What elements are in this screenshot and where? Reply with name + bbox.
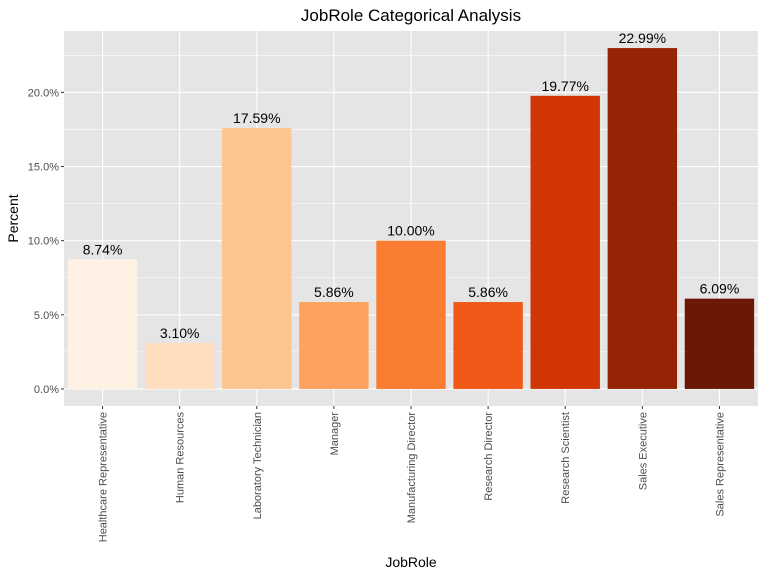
bar-value-label: 5.86% [314, 284, 354, 300]
x-tick-label: Human Resources [175, 412, 187, 504]
bar-value-label: 22.99% [619, 30, 666, 46]
bar [144, 342, 215, 389]
bar [607, 48, 678, 389]
bar [530, 95, 600, 389]
bar [67, 259, 138, 389]
bar [453, 302, 523, 389]
x-tick-label: Sales Representative [714, 412, 726, 517]
bars [67, 48, 755, 389]
y-tick-label: 20.0% [28, 87, 59, 99]
bar-value-label: 3.10% [160, 325, 200, 341]
x-tick-label: Sales Executive [637, 412, 649, 490]
x-axis-title: JobRole [385, 554, 437, 570]
x-tick-label: Manufacturing Director [406, 412, 418, 524]
y-axis: 0.0% 5.0% 10.0% 15.0% 20.0% [28, 87, 64, 396]
bar-value-label: 6.09% [700, 281, 740, 297]
y-axis-title: Percent [5, 194, 21, 242]
bar [299, 302, 369, 389]
y-tick-label: 5.0% [34, 310, 59, 322]
bar-value-label: 5.86% [468, 284, 508, 300]
x-tick-label: Healthcare Representative [98, 412, 110, 542]
bar-value-label: 17.59% [233, 110, 280, 126]
bar-value-label: 8.74% [83, 241, 123, 257]
x-axis: Healthcare Representative Human Resources… [98, 406, 726, 542]
bar-value-label: 19.77% [541, 78, 588, 94]
y-tick-label: 0.0% [34, 384, 59, 396]
bar [376, 240, 446, 389]
x-tick-label: Manager [329, 412, 341, 456]
x-tick-label: Laboratory Technician [252, 412, 264, 519]
y-tick-label: 10.0% [28, 236, 59, 248]
y-tick-label: 15.0% [28, 162, 59, 174]
bar-value-label: 10.00% [387, 223, 434, 239]
x-tick-label: Research Scientist [560, 412, 572, 504]
data-labels: 8.74% 3.10% 17.59% 5.86% 10.00% 5.86% 19.77% 22… [83, 30, 740, 341]
bar [222, 128, 292, 389]
x-tick-label: Research Director [483, 412, 495, 501]
chart-title: JobRole Categorical Analysis [301, 6, 521, 25]
bar [684, 298, 755, 389]
